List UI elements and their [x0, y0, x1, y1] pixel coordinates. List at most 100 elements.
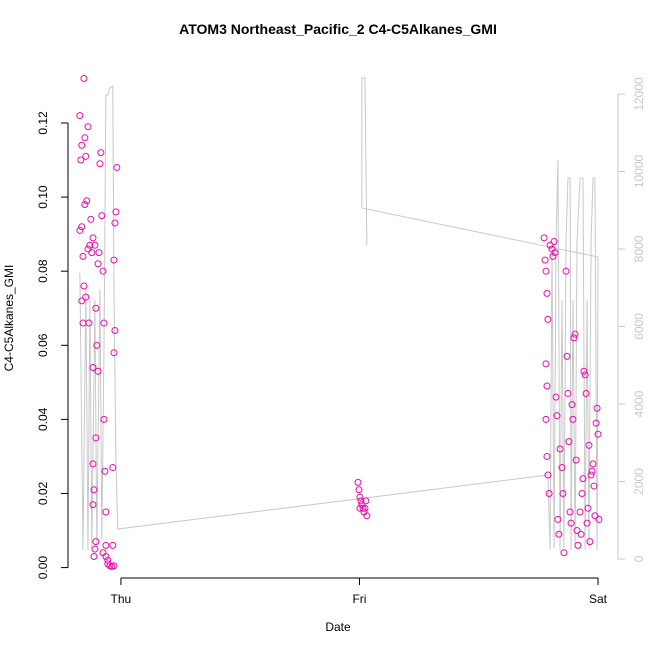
- data-point: [79, 252, 87, 260]
- y2-tick-label: 2000: [632, 468, 646, 495]
- data-point: [99, 549, 107, 557]
- x-tick-label: Thu: [111, 592, 132, 606]
- data-point: [558, 464, 566, 472]
- data-point: [580, 367, 588, 375]
- data-point: [559, 489, 567, 497]
- data-point: [92, 538, 100, 546]
- data-point: [102, 541, 110, 549]
- data-point: [92, 304, 100, 312]
- data-point: [562, 267, 570, 275]
- data-point: [94, 260, 102, 268]
- data-point: [549, 252, 557, 260]
- data-point: [591, 512, 599, 520]
- x-tick-label: Sat: [589, 592, 608, 606]
- data-point: [577, 530, 585, 538]
- data-point: [89, 460, 97, 468]
- data-point: [95, 249, 103, 257]
- data-point: [574, 541, 582, 549]
- data-point: [542, 267, 550, 275]
- y-tick-label: 0.08: [36, 259, 50, 283]
- data-point: [545, 489, 553, 497]
- data-point: [564, 389, 572, 397]
- data-point: [581, 371, 589, 379]
- data-point: [589, 460, 597, 468]
- data-point: [356, 493, 364, 501]
- data-point: [82, 293, 90, 301]
- data-point: [85, 319, 93, 327]
- data-point: [112, 208, 120, 216]
- x-tick-label: Fri: [352, 592, 366, 606]
- data-point: [551, 249, 559, 257]
- data-point: [544, 471, 552, 479]
- y2-tick-label: 4000: [632, 390, 646, 417]
- data-point: [550, 238, 558, 246]
- y-tick-label: 0.04: [36, 407, 50, 431]
- x-axis-title: Date: [325, 620, 351, 634]
- data-point: [111, 326, 119, 334]
- data-point: [567, 519, 575, 527]
- data-point: [113, 163, 121, 171]
- data-point: [541, 256, 549, 264]
- data-point: [81, 134, 89, 142]
- data-point: [86, 241, 94, 249]
- data-point: [87, 215, 95, 223]
- data-point: [111, 219, 119, 227]
- data-point: [110, 349, 118, 357]
- y2-tick-label: 10000: [632, 154, 646, 188]
- data-point: [570, 334, 578, 342]
- data-point: [76, 226, 84, 234]
- data-point: [572, 456, 580, 464]
- data-point: [109, 464, 117, 472]
- data-point: [544, 315, 552, 323]
- data-point: [542, 415, 550, 423]
- data-point: [583, 519, 591, 527]
- data-point: [104, 556, 112, 564]
- data-point: [361, 504, 369, 512]
- y2-tick-label: 12000: [632, 77, 646, 111]
- data-point: [578, 489, 586, 497]
- data-point: [571, 330, 579, 338]
- data-point: [356, 504, 364, 512]
- y-tick-label: 0.12: [36, 111, 50, 135]
- data-point: [76, 112, 84, 120]
- data-point: [587, 471, 595, 479]
- data-point: [546, 241, 554, 249]
- data-point: [595, 515, 603, 523]
- data-point: [78, 223, 86, 231]
- data-point: [89, 364, 97, 372]
- data-point: [110, 256, 118, 264]
- data-point: [582, 389, 590, 397]
- y-tick-label: 0.00: [36, 556, 50, 580]
- data-point: [89, 234, 97, 242]
- data-point: [80, 75, 88, 83]
- data-point: [100, 415, 108, 423]
- data-point: [569, 415, 577, 423]
- data-point: [573, 527, 581, 535]
- data-point: [89, 501, 97, 509]
- data-point: [94, 367, 102, 375]
- data-point: [83, 197, 91, 205]
- data-point: [91, 545, 99, 553]
- data-point: [592, 419, 600, 427]
- data-point: [593, 404, 601, 412]
- data-point: [566, 508, 574, 516]
- data-point: [110, 562, 118, 570]
- data-point: [81, 200, 89, 208]
- y-axis-title: C4-C5Alkanes_GMI: [2, 265, 16, 372]
- data-point: [584, 504, 592, 512]
- data-point: [82, 152, 90, 160]
- data-point: [99, 267, 107, 275]
- data-point: [554, 515, 562, 523]
- data-point: [90, 486, 98, 494]
- data-point: [560, 549, 568, 557]
- y-tick-label: 0.02: [36, 481, 50, 505]
- data-point: [540, 234, 548, 242]
- data-point: [98, 212, 106, 220]
- data-point: [543, 289, 551, 297]
- data-point: [91, 241, 99, 249]
- data-point: [97, 149, 105, 157]
- data-point: [543, 382, 551, 390]
- data-point: [579, 475, 587, 483]
- data-point: [357, 497, 365, 505]
